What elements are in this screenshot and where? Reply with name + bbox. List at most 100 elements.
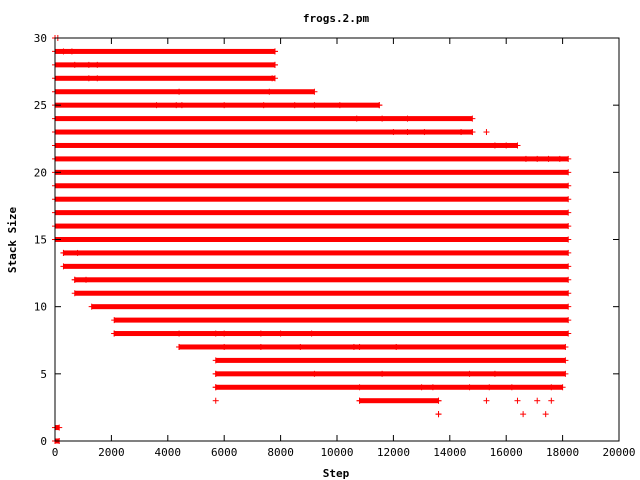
x-tick-label: 4000 [155,446,182,459]
data-band [52,424,63,431]
x-tick-label: 12000 [377,446,410,459]
data-point [277,330,284,337]
data-point [508,384,515,391]
data-band [52,223,572,230]
data-point [257,330,264,337]
data-point [257,343,264,350]
data-band [52,48,278,55]
data-point [556,155,563,162]
data-point [111,330,118,337]
data-point [491,370,498,377]
y-tick-label: 25 [34,99,47,112]
data-band [71,276,572,283]
data-point [269,75,276,82]
data-band [176,343,569,350]
data-point [514,142,521,149]
data-point [71,61,78,68]
y-tick-label: 30 [34,32,47,45]
data-point [466,384,473,391]
data-point [356,343,363,350]
data-point [542,411,549,418]
y-tick-label: 20 [34,166,47,179]
data-point [353,115,360,122]
x-tick-label: 14000 [433,446,466,459]
data-point [534,397,541,404]
x-tick-label: 10000 [320,446,353,459]
data-band [52,142,521,149]
data-band [212,357,569,364]
data-point [291,102,298,109]
data-point [336,102,343,109]
data-point [429,384,436,391]
data-point [404,115,411,122]
data-point [311,370,318,377]
data-point [376,102,383,109]
data-point [85,75,92,82]
data-band [52,102,383,109]
data-point [486,384,493,391]
data-point [514,397,521,404]
data-point [85,61,92,68]
x-tick-label: 16000 [490,446,523,459]
data-point [271,48,278,55]
y-tick-label: 15 [34,234,47,247]
data-point [60,48,67,55]
data-point [503,142,510,149]
data-band [52,182,572,189]
data-point [520,411,527,418]
chart-title: frogs.2.pm [303,12,370,25]
data-point [404,129,411,136]
data-band [52,155,572,162]
data-band [60,263,572,270]
data-point [350,343,357,350]
y-tick-label: 0 [40,435,47,448]
data-point [390,129,397,136]
data-point [356,397,363,404]
data-band [356,397,442,404]
data-point [266,88,273,95]
x-tick-label: 20000 [602,446,635,459]
x-axis-label: Step [323,467,350,480]
data-point [297,343,304,350]
data-point [379,115,386,122]
data-point [94,61,101,68]
data-point [74,249,81,256]
data-point [153,102,160,109]
data-band [88,303,572,310]
data-point [393,343,400,350]
data-point [418,384,425,391]
data-point [271,61,278,68]
axis-ticks: 0 2000 4000 6000 8000 10000 12000 14000 16000 180… [34,32,636,459]
data-band [52,209,572,216]
data-point [68,48,75,55]
data-band [60,249,572,256]
data-band [52,196,572,203]
data-band [52,129,476,136]
x-tick-label: 8000 [267,446,294,459]
data-band [52,169,572,176]
data-point [173,102,180,109]
data-point [94,75,101,82]
data-point [178,102,185,109]
data-band [111,317,572,324]
data-point [435,411,442,418]
data-point [435,397,442,404]
x-tick-label: 6000 [211,446,238,459]
data-point [212,397,219,404]
data-point [356,384,363,391]
data-point [483,397,490,404]
data-point [379,370,386,377]
data-point [212,370,219,377]
data-point [466,370,473,377]
data-point [522,155,529,162]
data-point [221,330,228,337]
data-point [221,102,228,109]
data-point [176,330,183,337]
data-point [534,155,541,162]
data-point [311,102,318,109]
data-band [52,236,572,243]
y-tick-label: 5 [40,368,47,381]
data-point [83,276,90,283]
y-tick-label: 10 [34,301,47,314]
